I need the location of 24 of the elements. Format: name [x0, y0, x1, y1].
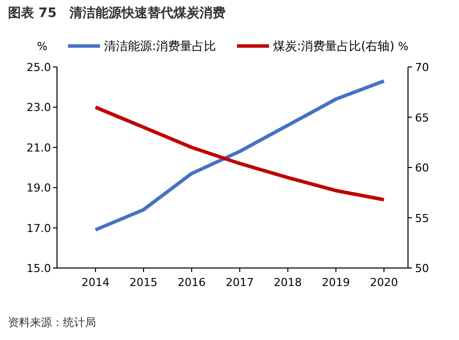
- y2-axis-title: %: [398, 40, 408, 53]
- y-tick-label: 15.0: [26, 262, 51, 275]
- legend-label: 煤炭:消费量占比(右轴): [273, 39, 394, 53]
- y2-tick-label: 55: [415, 212, 429, 225]
- y-tick-label: 25.0: [26, 61, 51, 74]
- y-tick-label: 17.0: [26, 222, 51, 235]
- x-tick-label: 2016: [178, 276, 206, 289]
- chart-title: 图表 75 清洁能源快速替代煤炭消费: [8, 5, 226, 21]
- x-tick-label: 2014: [81, 276, 110, 289]
- y-axis-title: %: [37, 40, 48, 53]
- x-tick-label: 2020: [370, 276, 398, 289]
- y2-tick-label: 60: [415, 162, 429, 174]
- x-tick-label: 2015: [130, 276, 158, 289]
- y-tick-label: 23.0: [26, 101, 51, 114]
- x-tick-label: 2017: [226, 276, 254, 289]
- x-tick-label: 2018: [274, 276, 302, 289]
- text: 资料来源：统计局: [8, 316, 96, 329]
- y-tick-label: 21.0: [26, 141, 51, 154]
- x-tick-label: 2019: [322, 276, 350, 289]
- y2-tick-label: 65: [415, 111, 429, 124]
- y2-tick-label: 50: [415, 262, 429, 275]
- y-tick-label: 19.0: [26, 182, 51, 195]
- y2-tick-label: 70: [415, 61, 429, 74]
- legend-label: 清洁能源:消费量占比: [104, 39, 216, 53]
